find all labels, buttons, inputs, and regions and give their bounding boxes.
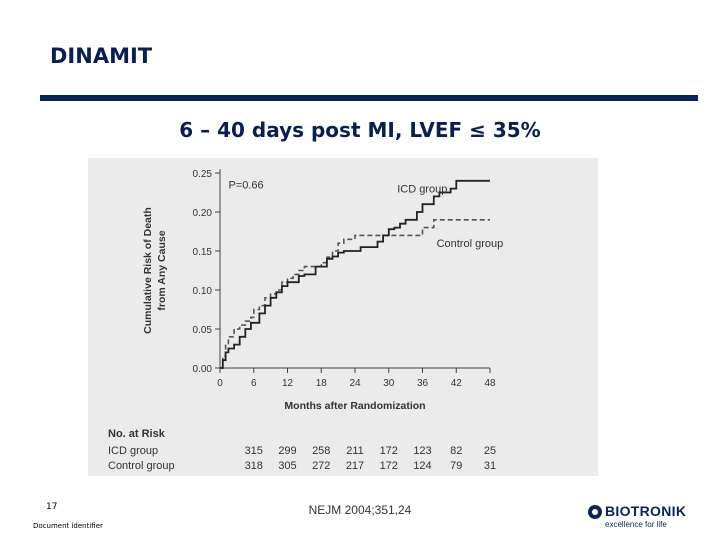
y-axis-label-line1: Cumulative Risk of Death xyxy=(142,207,154,334)
at-risk-value: 25 xyxy=(484,445,496,457)
at-risk-heading: No. at Risk xyxy=(108,428,166,440)
at-risk-value: 172 xyxy=(380,445,398,457)
icd-group-curve xyxy=(220,179,490,369)
at-risk-value: 315 xyxy=(245,445,263,457)
x-tick-label: 18 xyxy=(316,378,328,389)
icd-group-curve-label: ICD group xyxy=(397,184,447,196)
at-risk-value: 79 xyxy=(450,460,462,472)
x-axis-label: Months after Randomization xyxy=(284,400,425,412)
at-risk-value: 305 xyxy=(278,460,296,472)
y-tick-label: 0.10 xyxy=(193,286,213,297)
y-tick-label: 0.25 xyxy=(193,169,213,180)
y-tick-label: 0.05 xyxy=(193,325,213,336)
x-tick-label: 36 xyxy=(417,378,429,389)
km-figure: 0.00 0.05 0.10 0.15 0.20 0.25 0 6 12 18 24 30 36 42 48… xyxy=(88,158,598,476)
at-risk-value: 31 xyxy=(484,460,496,472)
at-risk-value: 217 xyxy=(346,460,364,472)
x-tick-label: 42 xyxy=(451,378,463,389)
x-tick-label: 0 xyxy=(217,378,223,389)
biotronik-logo-icon xyxy=(588,505,602,519)
x-tick-label: 30 xyxy=(383,378,395,389)
at-risk-value: 318 xyxy=(245,460,263,472)
x-tick-label: 24 xyxy=(349,378,361,389)
at-risk-value: 124 xyxy=(413,460,431,472)
y-axis-label-line2: from Any Cause xyxy=(156,230,168,310)
y-tick-label: 0.00 xyxy=(193,364,213,375)
y-tick-label: 0.20 xyxy=(193,208,213,219)
title-divider xyxy=(40,95,698,101)
at-risk-value: 123 xyxy=(413,445,431,457)
control-group-curve-label: Control group xyxy=(437,238,504,250)
slide-title: DINAMIT xyxy=(50,44,153,68)
at-risk-group-label: ICD group xyxy=(108,445,158,457)
at-risk-value: 211 xyxy=(346,445,364,457)
at-risk-value: 258 xyxy=(312,445,330,457)
logo-name: BIOTRONIK xyxy=(605,503,687,519)
document-identifier: Document identifier xyxy=(33,522,103,530)
at-risk-value: 172 xyxy=(380,460,398,472)
page-number: 17 xyxy=(46,502,58,512)
x-tick-label: 48 xyxy=(484,378,496,389)
p-value-annotation: P=0.66 xyxy=(228,180,263,192)
control-group-curve xyxy=(220,219,490,369)
at-risk-group-label: Control group xyxy=(108,460,175,472)
at-risk-value: 82 xyxy=(450,445,462,457)
y-tick-label: 0.15 xyxy=(193,247,213,258)
x-tick-label: 12 xyxy=(282,378,294,389)
logo-tagline: excellence for life xyxy=(605,520,667,529)
at-risk-value: 299 xyxy=(278,445,296,457)
at-risk-value: 272 xyxy=(312,460,330,472)
x-tick-label: 6 xyxy=(251,378,257,389)
km-chart: 0.00 0.05 0.10 0.15 0.20 0.25 0 6 12 18 24 30 36 42 48… xyxy=(108,169,504,472)
biotronik-logo: BIOTRONIK excellence for life xyxy=(588,503,698,534)
slide-subtitle: 6 – 40 days post MI, LVEF ≤ 35% xyxy=(179,118,541,142)
citation: NEJM 2004;351,24 xyxy=(308,503,412,517)
